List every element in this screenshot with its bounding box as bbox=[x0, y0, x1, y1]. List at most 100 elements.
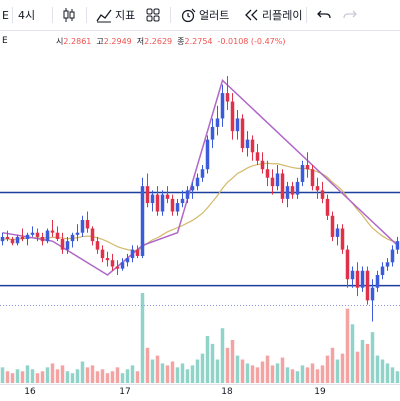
candle-body bbox=[20, 236, 25, 240]
interval-button[interactable]: 4시 bbox=[18, 6, 35, 24]
volume-bar bbox=[70, 373, 75, 383]
x-tick-label: 17 bbox=[119, 387, 131, 397]
candle-body bbox=[245, 139, 250, 149]
volume-bar bbox=[320, 365, 325, 383]
redo-button[interactable] bbox=[342, 6, 358, 24]
candle-body bbox=[130, 249, 135, 259]
volume-bar bbox=[0, 367, 5, 383]
volume-bar bbox=[135, 371, 140, 383]
volume-bar bbox=[20, 371, 25, 383]
time-axis[interactable]: 16 17 18 19 bbox=[0, 384, 400, 401]
candle-body bbox=[260, 160, 265, 170]
candle-body bbox=[135, 249, 140, 256]
symbol-button[interactable]: E bbox=[2, 6, 9, 24]
toolbar-divider bbox=[12, 7, 13, 23]
x-tick-label: 16 bbox=[24, 387, 36, 397]
volume-bar bbox=[225, 347, 230, 383]
candle-body bbox=[355, 270, 360, 288]
volume-bar bbox=[120, 373, 125, 383]
candle-body bbox=[380, 266, 385, 275]
volume-bar bbox=[265, 355, 270, 383]
volume-bar bbox=[195, 359, 200, 383]
volume-bar bbox=[325, 355, 330, 383]
volume-bar bbox=[290, 369, 295, 383]
volume-bar bbox=[30, 369, 35, 383]
volume-bar bbox=[45, 367, 50, 383]
replay-button[interactable]: 리플레이 bbox=[244, 6, 302, 24]
candle-body bbox=[335, 228, 340, 237]
volume-bar bbox=[100, 369, 105, 383]
indicators-icon bbox=[96, 9, 112, 23]
volume-bar bbox=[15, 369, 20, 383]
volume-bar bbox=[280, 357, 285, 383]
volume-bar bbox=[215, 359, 220, 383]
toolbar-divider bbox=[86, 7, 87, 23]
candle-body bbox=[225, 93, 230, 102]
candle-body bbox=[180, 198, 185, 204]
undo-button[interactable] bbox=[316, 6, 332, 24]
candle-body bbox=[390, 249, 395, 263]
alert-label: 얼러트 bbox=[199, 9, 230, 22]
volume-bar bbox=[340, 353, 345, 383]
candle-body bbox=[90, 228, 95, 242]
replay-label: 리플레이 bbox=[262, 9, 303, 22]
candle-body bbox=[325, 198, 330, 216]
indicators-button[interactable]: 지표 bbox=[96, 6, 135, 24]
candle-body bbox=[285, 186, 290, 199]
interval-label: 4시 bbox=[18, 9, 36, 22]
candle-body bbox=[120, 262, 125, 269]
toolbar-divider bbox=[170, 7, 171, 23]
volume-bar bbox=[110, 371, 115, 383]
candle-body bbox=[95, 241, 100, 250]
layout-button[interactable] bbox=[146, 6, 160, 24]
candle-body bbox=[85, 220, 90, 229]
candle-body bbox=[160, 194, 165, 212]
alarm-clock-icon bbox=[181, 8, 196, 23]
toolbar-divider bbox=[306, 7, 307, 23]
candle-body bbox=[350, 270, 355, 280]
volume-bar bbox=[175, 367, 180, 383]
candle-body bbox=[305, 165, 310, 170]
volume-bar bbox=[140, 293, 145, 383]
candle-body bbox=[105, 258, 110, 261]
volume-bar bbox=[375, 355, 380, 383]
candle-body bbox=[275, 173, 280, 187]
candle-body bbox=[195, 177, 200, 187]
volume-bar bbox=[370, 332, 375, 383]
volume-bar bbox=[160, 363, 165, 383]
volume-bar bbox=[390, 367, 395, 383]
volume-bar bbox=[245, 363, 250, 383]
candle-body bbox=[40, 236, 45, 242]
low-value: 2.2629 bbox=[144, 36, 173, 46]
alert-button[interactable]: 얼러트 bbox=[180, 6, 229, 24]
volume-bar bbox=[40, 371, 45, 383]
close-value: 2.2754 bbox=[184, 36, 213, 46]
volume-bar bbox=[60, 365, 65, 383]
candle-body bbox=[385, 262, 390, 267]
candle-body bbox=[75, 232, 80, 235]
candle-body bbox=[365, 270, 370, 301]
volume-bar bbox=[305, 367, 310, 383]
volume-bar bbox=[170, 361, 175, 383]
symbol-label: E bbox=[2, 8, 9, 22]
candle-body bbox=[215, 118, 220, 127]
candle-body bbox=[50, 230, 55, 233]
candle-body bbox=[295, 181, 300, 195]
volume-bar bbox=[125, 369, 130, 383]
volume-bar bbox=[65, 371, 70, 383]
x-tick-label: 18 bbox=[221, 387, 233, 397]
candle-body bbox=[270, 177, 275, 187]
chart-type-button[interactable] bbox=[62, 6, 76, 24]
candle-body bbox=[150, 194, 155, 204]
volume-bar bbox=[190, 365, 195, 383]
volume-bar bbox=[240, 359, 245, 383]
volume-bar bbox=[205, 336, 210, 383]
candle-body bbox=[170, 198, 175, 212]
volume-bar bbox=[295, 371, 300, 383]
volume-bar bbox=[105, 373, 110, 383]
candle-body bbox=[240, 118, 245, 149]
volume-bar bbox=[250, 365, 255, 383]
candle-body bbox=[15, 236, 20, 244]
candle-body bbox=[165, 194, 170, 199]
